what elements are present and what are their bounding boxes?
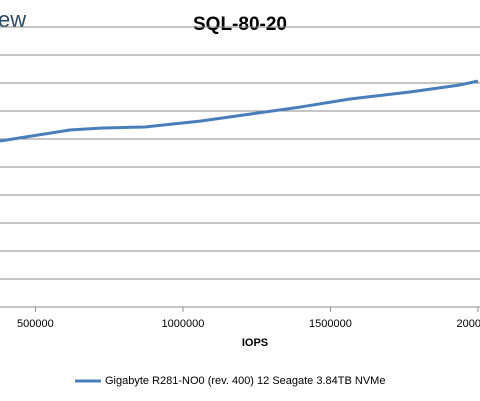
data-line (0, 79, 479, 143)
x-axis-label: IOPS (242, 337, 268, 349)
chart-title: SQL-80-20 (193, 14, 287, 35)
watermark: ew (0, 7, 26, 32)
x-tick-label: 1000000 (161, 318, 204, 330)
x-tick-label: 2000000 (457, 318, 480, 330)
x-tick-label: 1500000 (309, 318, 352, 330)
x-tick-label: 500000 (17, 318, 54, 330)
legend-label: Gigabyte R281-NO0 (rev. 400) 12 Seagate … (105, 375, 385, 387)
